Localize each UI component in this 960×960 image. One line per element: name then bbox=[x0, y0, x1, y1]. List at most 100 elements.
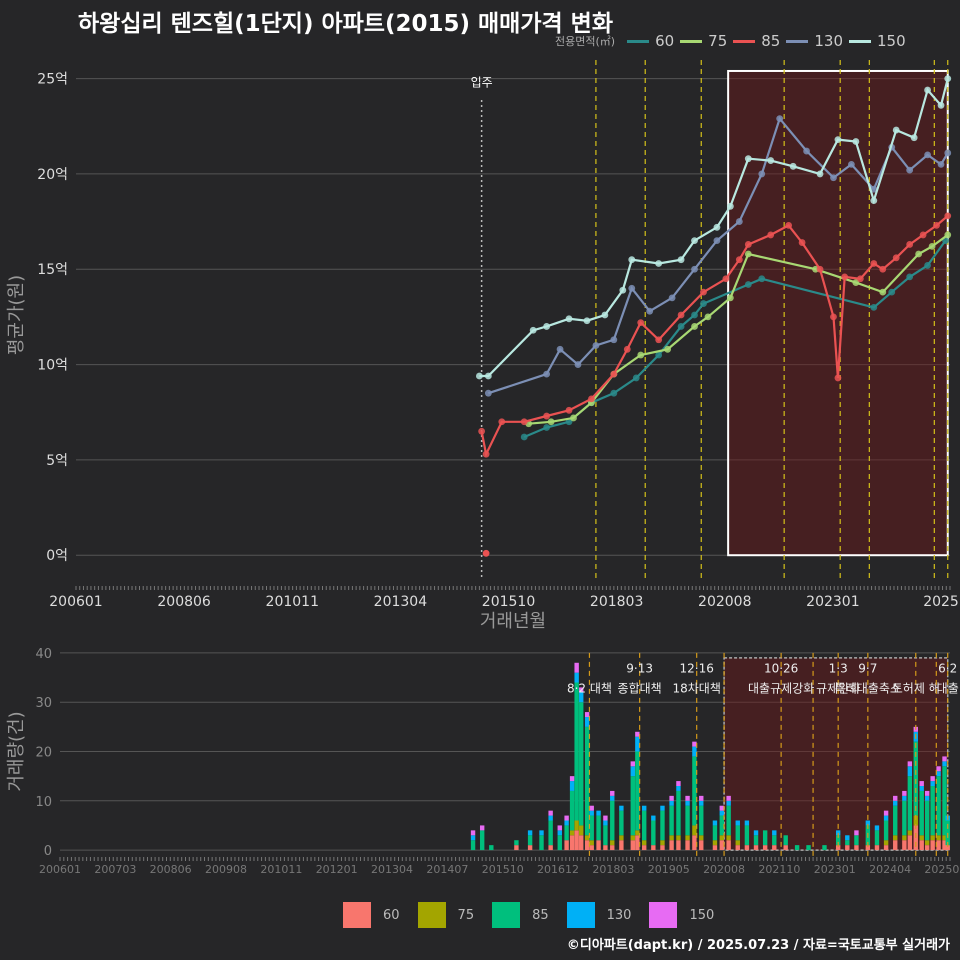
data-point-85 bbox=[892, 254, 900, 262]
legend-item-130[interactable]: 130 bbox=[786, 32, 843, 50]
y-tick-label: 15억 bbox=[37, 262, 68, 278]
volume-legend-label-75: 75 bbox=[457, 907, 475, 923]
legend-item-150[interactable]: 150 bbox=[849, 32, 906, 50]
data-point-85 bbox=[700, 288, 707, 296]
volume-bar-75 bbox=[619, 835, 624, 841]
volume-y-tick-label: 0 bbox=[44, 844, 52, 859]
legend-item-60[interactable]: 60 bbox=[627, 32, 674, 50]
x-tick-label: 200806 bbox=[157, 594, 211, 610]
volume-bar-85 bbox=[692, 756, 697, 826]
volume-bar-60 bbox=[669, 840, 674, 851]
data-point-60 bbox=[870, 303, 878, 311]
volume-legend-item-60[interactable]: 60 bbox=[343, 902, 400, 928]
data-point-60 bbox=[520, 433, 528, 441]
volume-bar-130 bbox=[902, 795, 907, 801]
volume-bar-75 bbox=[660, 840, 665, 846]
volume-bar-60 bbox=[692, 835, 697, 851]
data-point-150 bbox=[565, 315, 573, 323]
volume-bar-75 bbox=[907, 830, 913, 836]
policy-name-label: 특례대출축소 bbox=[835, 681, 901, 695]
volume-bar-60 bbox=[936, 840, 941, 851]
volume-bar-130 bbox=[874, 825, 880, 831]
volume-bar-130 bbox=[569, 781, 575, 791]
volume-bar-60 bbox=[845, 845, 850, 851]
volume-bar-85 bbox=[719, 815, 724, 836]
volume-x-tick-label: 201304 bbox=[371, 863, 413, 876]
volume-bar-85 bbox=[854, 835, 859, 846]
volume-bar-130 bbox=[557, 830, 562, 836]
volume-legend-item-85[interactable]: 85 bbox=[492, 902, 549, 928]
volume-bar-150 bbox=[942, 756, 947, 762]
volume-legend-item-75[interactable]: 75 bbox=[417, 902, 475, 928]
volume-x-tick-label: 200806 bbox=[150, 863, 192, 876]
volume-bar-75 bbox=[919, 835, 924, 841]
volume-bar-60 bbox=[603, 845, 608, 851]
volume-bar-85 bbox=[772, 835, 777, 846]
volume-bar-75 bbox=[685, 835, 690, 841]
volume-bar-60 bbox=[854, 845, 859, 851]
volume-x-tick-label: 202110 bbox=[758, 863, 800, 876]
volume-bar-60 bbox=[660, 845, 665, 851]
volume-bar-150 bbox=[635, 731, 640, 737]
volume-bar-85 bbox=[744, 825, 750, 846]
data-point-130 bbox=[610, 336, 618, 344]
volume-bar-60 bbox=[924, 845, 930, 851]
volume-bar-60 bbox=[596, 840, 601, 851]
legend-item-75[interactable]: 75 bbox=[680, 32, 727, 50]
volume-bar-85 bbox=[610, 800, 615, 841]
price-chart: 0억 5억 10억 15억 20억 25억 200601 200806 201011 201304… bbox=[6, 60, 959, 632]
legend-line-75 bbox=[680, 39, 703, 43]
volume-bar-85 bbox=[527, 835, 533, 846]
volume-legend-label-130: 130 bbox=[606, 907, 632, 923]
volume-bar-75 bbox=[630, 835, 635, 841]
volume-bar-75 bbox=[579, 825, 584, 836]
volume-bar-150 bbox=[630, 761, 635, 767]
volume-bar-85 bbox=[913, 741, 918, 816]
x-tick-label: 2025 bbox=[923, 594, 959, 610]
policy-name-label: 종합대책 bbox=[618, 680, 662, 695]
volume-bar-75 bbox=[930, 835, 935, 841]
volume-legend-item-130[interactable]: 130 bbox=[566, 902, 632, 928]
area-legend: 전용면적(㎡) 60 75 85 130 150 bbox=[555, 32, 906, 50]
policy-name-label: 8·2 대책 bbox=[567, 680, 612, 695]
volume-bar-75 bbox=[699, 835, 704, 841]
data-point-85 bbox=[588, 395, 595, 403]
volume-bar-150 bbox=[699, 795, 704, 801]
volume-bar-75 bbox=[669, 835, 674, 841]
data-point-150 bbox=[619, 286, 627, 294]
volume-bar-60 bbox=[574, 830, 579, 851]
data-point-85 bbox=[478, 427, 486, 435]
data-point-150 bbox=[937, 101, 945, 109]
volume-bar-85 bbox=[557, 835, 562, 851]
volume-bar-60 bbox=[610, 845, 615, 851]
data-point-75 bbox=[570, 414, 577, 422]
volume-bar-85 bbox=[845, 840, 850, 846]
volume-bar-130 bbox=[712, 820, 718, 826]
volume-bar-130 bbox=[924, 795, 930, 801]
legend-item-85[interactable]: 85 bbox=[733, 32, 780, 50]
volume-bar-130 bbox=[470, 835, 476, 841]
volume-bar-130 bbox=[651, 815, 656, 821]
data-point-75 bbox=[547, 418, 555, 426]
data-point-85 bbox=[919, 231, 927, 239]
volume-bar-60 bbox=[712, 845, 718, 851]
x-tick-label: 201011 bbox=[266, 594, 319, 610]
volume-bar-85 bbox=[726, 805, 731, 836]
volume-bar-75 bbox=[883, 840, 889, 846]
volume-bar-60 bbox=[642, 845, 647, 851]
data-point-75 bbox=[852, 279, 860, 286]
x-tick-label: 202008 bbox=[698, 594, 751, 610]
volume-bar-85 bbox=[564, 825, 569, 841]
data-point-85 bbox=[623, 345, 631, 353]
volume-bar-60 bbox=[579, 835, 584, 851]
volume-bar-150 bbox=[893, 795, 898, 801]
data-point-75 bbox=[726, 294, 734, 302]
data-point-85 bbox=[677, 311, 685, 319]
volume-bar-130 bbox=[719, 810, 724, 816]
volume-legend-item-150[interactable]: 150 bbox=[649, 902, 714, 928]
volume-bar-150 bbox=[669, 795, 674, 801]
volume-bar-85 bbox=[945, 820, 950, 846]
volume-bar-60 bbox=[719, 840, 724, 851]
data-point-60 bbox=[610, 389, 618, 397]
data-point-150 bbox=[543, 323, 551, 330]
